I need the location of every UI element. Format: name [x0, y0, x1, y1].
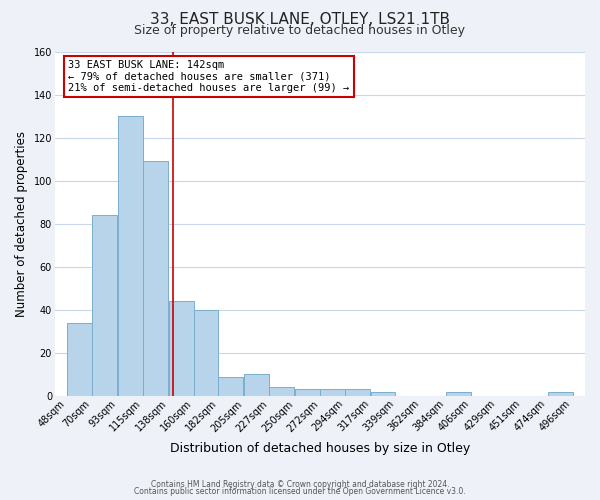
X-axis label: Distribution of detached houses by size in Otley: Distribution of detached houses by size … [170, 442, 470, 455]
Bar [143, 162, 167, 396]
Bar [371, 392, 395, 396]
Y-axis label: Number of detached properties: Number of detached properties [15, 130, 28, 316]
Bar [244, 374, 269, 396]
Text: 33, EAST BUSK LANE, OTLEY, LS21 1TB: 33, EAST BUSK LANE, OTLEY, LS21 1TB [150, 12, 450, 28]
Bar [320, 390, 345, 396]
Text: Contains HM Land Registry data © Crown copyright and database right 2024.: Contains HM Land Registry data © Crown c… [151, 480, 449, 489]
Bar [269, 388, 294, 396]
Bar [169, 301, 194, 396]
Bar [92, 215, 117, 396]
Text: Contains public sector information licensed under the Open Government Licence v3: Contains public sector information licen… [134, 487, 466, 496]
Bar [446, 392, 471, 396]
Bar [218, 376, 243, 396]
Bar [118, 116, 143, 396]
Bar [295, 390, 320, 396]
Bar [345, 390, 370, 396]
Text: 33 EAST BUSK LANE: 142sqm
← 79% of detached houses are smaller (371)
21% of semi: 33 EAST BUSK LANE: 142sqm ← 79% of detac… [68, 60, 350, 94]
Text: Size of property relative to detached houses in Otley: Size of property relative to detached ho… [134, 24, 466, 37]
Bar [548, 392, 572, 396]
Bar [194, 310, 218, 396]
Bar [67, 322, 92, 396]
